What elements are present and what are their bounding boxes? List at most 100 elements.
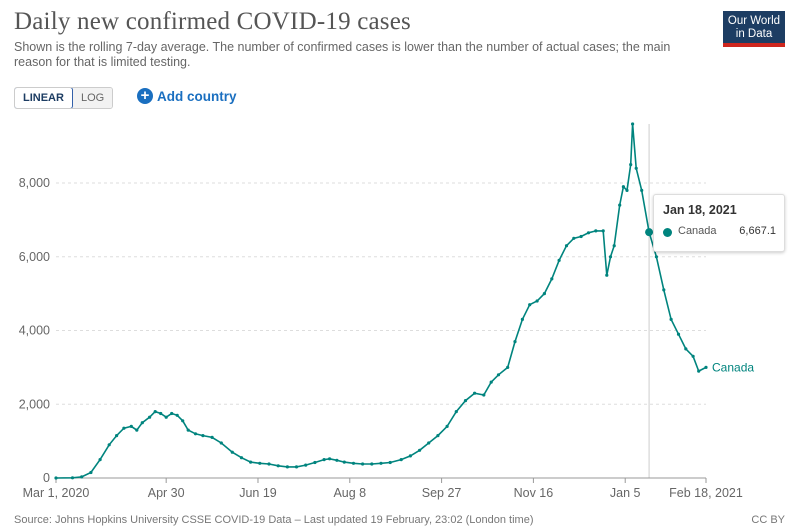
data-point (294, 465, 299, 469)
data-point (427, 441, 431, 445)
data-point (313, 460, 317, 465)
x-tick-label: Mar 1, 2020 (23, 486, 90, 500)
data-point (98, 458, 102, 462)
add-country-button[interactable]: + Add country (137, 88, 237, 104)
data-point (506, 365, 510, 369)
data-point (249, 460, 253, 464)
data-point (463, 399, 468, 403)
data-point (445, 424, 449, 428)
chart-title: Daily new confirmed COVID-19 cases (14, 8, 411, 35)
series-label-canada: Canada (712, 360, 754, 374)
data-point (436, 434, 440, 438)
data-point (239, 456, 244, 460)
data-point (473, 391, 477, 395)
data-point (351, 461, 356, 465)
data-point (115, 434, 119, 438)
data-point (605, 273, 609, 277)
owid-logo[interactable]: Our World in Data (723, 11, 785, 47)
data-point (361, 462, 365, 466)
data-point (159, 411, 163, 416)
data-point (408, 454, 412, 458)
x-tick-label: Nov 16 (514, 486, 554, 500)
data-point (335, 458, 339, 462)
data-point (684, 347, 688, 351)
x-tick-label: Feb 18, 2021 (669, 486, 743, 500)
logo-line-2: in Data (735, 28, 773, 40)
data-point (181, 419, 185, 423)
data-point (608, 255, 613, 259)
data-point (80, 475, 84, 479)
data-point (612, 244, 616, 248)
data-point (379, 461, 383, 465)
logo-line-1: Our World (727, 15, 781, 27)
y-tick-label: 2,000 (19, 397, 50, 411)
data-point (175, 413, 179, 417)
data-point (140, 421, 144, 425)
data-point (618, 203, 622, 207)
tooltip-date: Jan 18, 2021 (663, 203, 737, 217)
data-point (564, 244, 569, 248)
scale-toggle: LINEAR LOG (14, 87, 114, 109)
data-point (629, 163, 633, 167)
plus-circle-icon: + (137, 88, 153, 104)
data-point (482, 393, 486, 397)
x-tick-label: Apr 30 (148, 486, 185, 500)
data-point (691, 354, 695, 358)
license-link[interactable]: CC BY (751, 514, 785, 526)
log-scale-button[interactable]: LOG (72, 88, 113, 108)
tooltip-series-name: Canada (678, 225, 717, 237)
data-point (54, 476, 58, 480)
x-tick-label: Aug 8 (333, 486, 366, 500)
data-point (148, 415, 152, 419)
data-point (164, 415, 168, 419)
data-point (129, 424, 133, 428)
hover-tooltip: Jan 18, 2021 Canada 6,667.1 (653, 194, 785, 252)
data-point (399, 458, 403, 462)
data-point (70, 476, 75, 480)
data-point (193, 432, 198, 436)
data-point (276, 464, 280, 468)
data-point (601, 229, 605, 233)
data-point (586, 231, 591, 235)
data-point (621, 185, 626, 189)
data-point (631, 122, 635, 126)
data-point (285, 465, 289, 469)
data-point (418, 448, 422, 452)
data-point (170, 411, 174, 416)
data-point (625, 188, 629, 192)
data-point (676, 332, 681, 336)
y-tick-label: 4,000 (19, 324, 50, 338)
data-point (267, 462, 271, 466)
x-tick-label: Jun 19 (239, 486, 277, 500)
data-point (634, 166, 638, 170)
data-point (454, 410, 458, 414)
x-tick-label: Jan 5 (610, 486, 641, 500)
data-point (662, 288, 666, 292)
data-point (388, 460, 392, 465)
series-line-canada (55, 123, 707, 479)
data-point (640, 188, 644, 192)
data-point (107, 443, 111, 447)
data-point (135, 428, 139, 432)
data-point (219, 441, 223, 445)
y-tick-label: 0 (43, 471, 50, 485)
data-point (654, 255, 659, 259)
data-point (697, 369, 701, 373)
y-tick-label: 6,000 (19, 250, 50, 264)
linear-scale-button[interactable]: LINEAR (15, 88, 73, 108)
data-point (122, 426, 126, 430)
data-point (89, 470, 93, 475)
data-point (153, 410, 157, 414)
tooltip-series-dot (663, 228, 672, 237)
data-point (328, 457, 332, 461)
data-point (669, 317, 673, 321)
data-point (535, 299, 539, 303)
source-note: Source: Johns Hopkins University CSSE CO… (14, 514, 534, 526)
data-point (572, 236, 576, 240)
data-point (542, 292, 547, 296)
data-point (186, 428, 190, 432)
data-point (704, 365, 708, 369)
y-tick-label: 8,000 (19, 176, 50, 190)
data-point (304, 463, 308, 467)
